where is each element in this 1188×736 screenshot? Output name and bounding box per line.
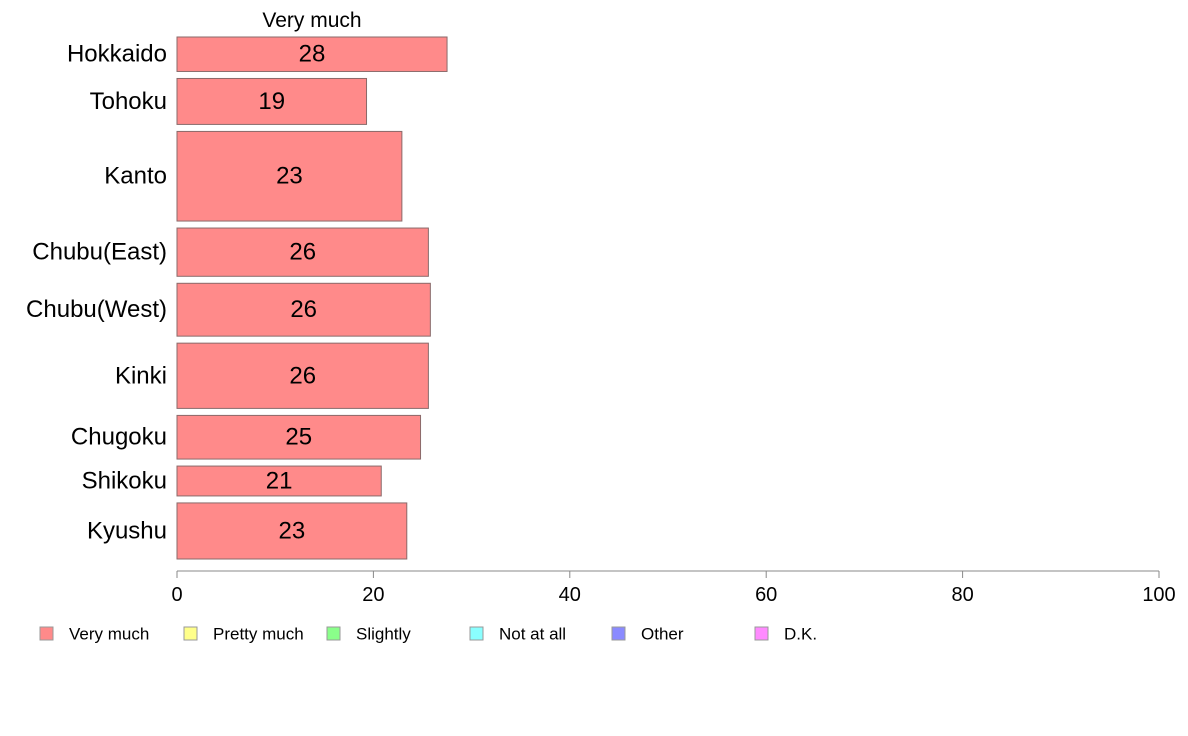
category-label: Hokkaido (67, 41, 167, 68)
legend-label: D.K. (784, 625, 817, 644)
category-label: Kinki (115, 362, 167, 389)
x-axis: 0 20 40 60 80 100 (171, 570, 1176, 606)
category-label: Kanto (104, 163, 167, 190)
category-label: Chugoku (71, 424, 167, 451)
legend-label: Not at all (499, 625, 566, 644)
bar (176, 36, 448, 72)
data-label: 21 (266, 467, 293, 494)
category-label: Chubu(West) (26, 296, 167, 323)
category-label: Chubu(East) (32, 239, 167, 266)
data-label: 26 (290, 296, 317, 323)
legend-label: Slightly (356, 625, 411, 644)
bar (176, 414, 422, 460)
x-tick-label: 0 (171, 584, 182, 606)
legend-swatch (326, 626, 341, 641)
bar (176, 77, 368, 125)
bar (176, 282, 431, 337)
legend-label: Pretty much (213, 625, 304, 644)
x-tick-label: 40 (559, 584, 581, 606)
bars-group: 28 Hokkaido 19 Tohoku 23 Kanto 26 Chubu(East) 26… (26, 36, 448, 560)
panel-title: Very much (262, 9, 361, 32)
data-label: 23 (279, 517, 306, 544)
data-label: 23 (276, 163, 303, 190)
data-label: 25 (285, 424, 312, 451)
category-label: Kyushu (87, 517, 167, 544)
data-label: 19 (258, 88, 285, 115)
category-label: Tohoku (90, 88, 167, 115)
bar (176, 465, 382, 497)
x-tick-label: 20 (362, 584, 384, 606)
bar (176, 130, 403, 222)
x-tick-label: 80 (951, 584, 973, 606)
category-label: Shikoku (82, 467, 167, 494)
bar (176, 502, 408, 560)
legend-swatch (39, 626, 54, 641)
x-tick-label: 100 (1142, 584, 1175, 606)
legend-label: Very much (69, 625, 149, 644)
legend: Very much Pretty much Slightly Not at all Ot… (39, 625, 817, 644)
bar (176, 342, 429, 409)
bar (176, 227, 429, 277)
legend-swatch (754, 626, 769, 641)
legend-swatch (469, 626, 484, 641)
legend-swatch (183, 626, 198, 641)
x-tick-label: 60 (755, 584, 777, 606)
data-label: 26 (289, 239, 316, 266)
legend-label: Other (641, 625, 684, 644)
legend-swatch (611, 626, 626, 641)
data-label: 28 (299, 41, 326, 68)
data-label: 26 (289, 362, 316, 389)
